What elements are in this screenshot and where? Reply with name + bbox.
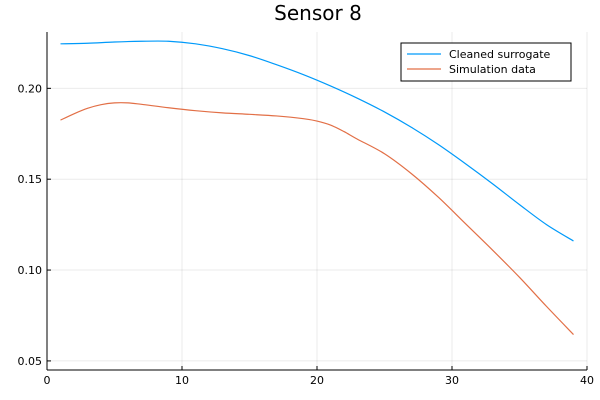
x-tick-label: 40 <box>580 374 594 387</box>
x-tick-label: 30 <box>445 374 459 387</box>
legend: Cleaned surrogate Simulation data <box>400 42 572 82</box>
axes: 0 10 20 30 40 0.05 0.10 0.15 0.20 <box>18 32 594 387</box>
chart-title: Sensor 8 <box>274 1 362 25</box>
legend-label-0: Cleaned surrogate <box>449 48 551 61</box>
y-tick-label: 0.15 <box>18 173 43 186</box>
legend-label-1: Simulation data <box>449 63 536 76</box>
series-group <box>60 40 574 335</box>
y-tick-label: 0.20 <box>18 82 43 95</box>
series-line-0 <box>60 40 574 242</box>
legend-box <box>400 42 572 82</box>
grid <box>46 32 588 370</box>
x-tick-label: 10 <box>175 374 189 387</box>
x-tick-label: 20 <box>310 374 324 387</box>
x-tick-label: 0 <box>44 374 51 387</box>
series-line-1 <box>60 102 574 335</box>
y-tick-label: 0.05 <box>18 355 43 368</box>
y-tick-label: 0.10 <box>18 264 43 277</box>
